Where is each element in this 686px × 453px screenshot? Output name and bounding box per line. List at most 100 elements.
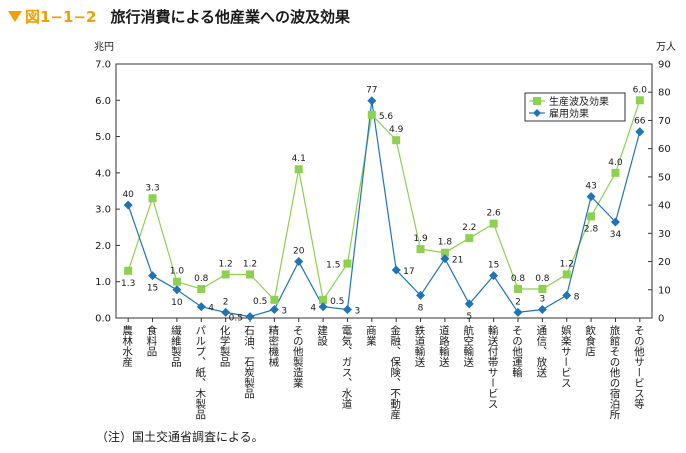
left-axis-tick-label: 7.0: [95, 60, 111, 71]
employment-point: [513, 307, 523, 317]
employment-point: [562, 290, 572, 300]
employment-point: [586, 192, 596, 202]
employment-data-label: 3: [539, 295, 545, 305]
category-label: 飲食店: [584, 324, 596, 357]
category-label: 電気、ガス、水道: [340, 325, 352, 409]
employment-point: [342, 305, 352, 315]
legend-employment-swatch: [533, 109, 541, 117]
employment-point: [391, 265, 401, 275]
employment-point: [537, 305, 547, 315]
employment-data-label: 77: [366, 86, 377, 96]
production-point: [587, 212, 596, 221]
left-axis-unit-label: 兆円: [94, 41, 114, 53]
production-data-label: 4.9: [389, 125, 404, 135]
right-axis-tick-label: 10: [658, 285, 671, 296]
category-label: 建設: [316, 324, 328, 347]
category-label: 旅館その他の宿泊所: [608, 324, 620, 420]
category-label: その他サービス等: [633, 325, 645, 409]
left-axis-tick-label: 0.0: [95, 314, 111, 325]
employment-data-label: 43: [585, 182, 596, 192]
category-label: 娯楽サービス: [560, 324, 572, 388]
right-axis-tick-label: 20: [658, 257, 671, 268]
employment-data-label: 0.5: [229, 314, 243, 324]
employment-point: [416, 290, 426, 300]
employment-point: [148, 271, 158, 281]
production-data-label: 4.0: [608, 158, 623, 168]
right-axis-tick-label: 40: [658, 201, 671, 212]
category-label: 商業: [365, 324, 377, 347]
production-point: [489, 219, 498, 228]
production-data-label: 1.8: [438, 238, 453, 248]
employment-data-label: 5: [466, 312, 472, 322]
production-data-label: 1.2: [218, 259, 232, 269]
production-data-label: 2.2: [462, 223, 476, 233]
production-data-label: 2.6: [486, 209, 501, 219]
production-data-label: 1.5: [326, 261, 340, 271]
left-axis-tick-label: 2.0: [95, 241, 111, 252]
employment-data-label: 40: [122, 190, 134, 200]
employment-point: [610, 217, 620, 227]
production-data-label: 5.6: [379, 112, 394, 122]
production-point: [562, 270, 571, 279]
category-label: 航空輸送: [462, 324, 474, 368]
category-label: 食料品: [146, 324, 158, 357]
category-label: その他製造業: [292, 325, 304, 389]
legend-box: [524, 92, 626, 122]
figure-header: 図1−1−2 旅行消費による他産業への波及効果: [8, 4, 350, 28]
employment-data-label: 10: [171, 298, 183, 308]
left-axis-tick-label: 6.0: [95, 96, 111, 107]
employment-data-label: 21: [452, 256, 463, 266]
employment-data-label: 17: [403, 267, 414, 277]
production-point: [172, 277, 181, 286]
category-label: 金融、保険、不動産: [389, 324, 401, 420]
production-point: [148, 194, 157, 203]
category-label: 精密機械: [267, 324, 279, 368]
left-axis-tick-label: 1.0: [95, 277, 111, 288]
employment-data-label: 8: [418, 303, 424, 313]
right-axis-tick-label: 30: [658, 229, 671, 240]
right-axis-tick-label: 90: [658, 60, 671, 71]
category-label: パルプ、紙、木製品: [194, 325, 206, 420]
category-label: その他運輸: [511, 325, 523, 378]
left-axis-tick-label: 3.0: [95, 205, 111, 216]
employment-data-label: 8: [574, 292, 580, 302]
employment-point: [172, 285, 182, 295]
employment-data-label: 4: [208, 304, 214, 314]
employment-point: [245, 312, 255, 322]
production-point: [221, 270, 230, 279]
production-data-label: 0.5: [330, 297, 344, 307]
employment-point: [464, 299, 474, 309]
production-data-label: 3.3: [145, 183, 159, 193]
employment-point: [196, 302, 206, 312]
legend-production-label: 生産波及効果: [549, 95, 609, 108]
category-label: 鉄道輸送: [414, 324, 426, 368]
employment-point: [635, 127, 645, 137]
employment-data-label: 15: [488, 261, 499, 271]
figure-title: 旅行消費による他産業への波及効果: [110, 7, 351, 26]
employment-point: [367, 96, 377, 106]
production-data-label: 6.0: [633, 85, 648, 95]
production-point: [392, 136, 401, 145]
employment-data-label: 66: [634, 117, 646, 127]
figure-number: 図1−1−2: [25, 7, 97, 26]
production-point: [440, 248, 449, 257]
production-series-line: [127, 100, 641, 302]
employment-point: [123, 200, 133, 210]
production-point: [514, 284, 522, 293]
right-axis-tick-label: 50: [658, 172, 671, 183]
employment-point: [294, 257, 304, 267]
plot-frame: [115, 63, 653, 319]
employment-series-line: [127, 100, 641, 318]
employment-data-label: 3: [281, 307, 287, 317]
production-point: [343, 259, 352, 268]
employment-data-label: 20: [293, 247, 305, 257]
left-axis-tick-label: 5.0: [95, 132, 111, 143]
production-point: [611, 168, 620, 177]
left-axis-tick-label: 4.0: [95, 168, 111, 179]
employment-point: [318, 302, 328, 312]
right-axis-tick-label: 70: [658, 116, 671, 127]
category-label: 農林水産: [121, 324, 133, 368]
legend-employment-label: 雇用効果: [549, 107, 589, 120]
production-point: [367, 110, 376, 119]
